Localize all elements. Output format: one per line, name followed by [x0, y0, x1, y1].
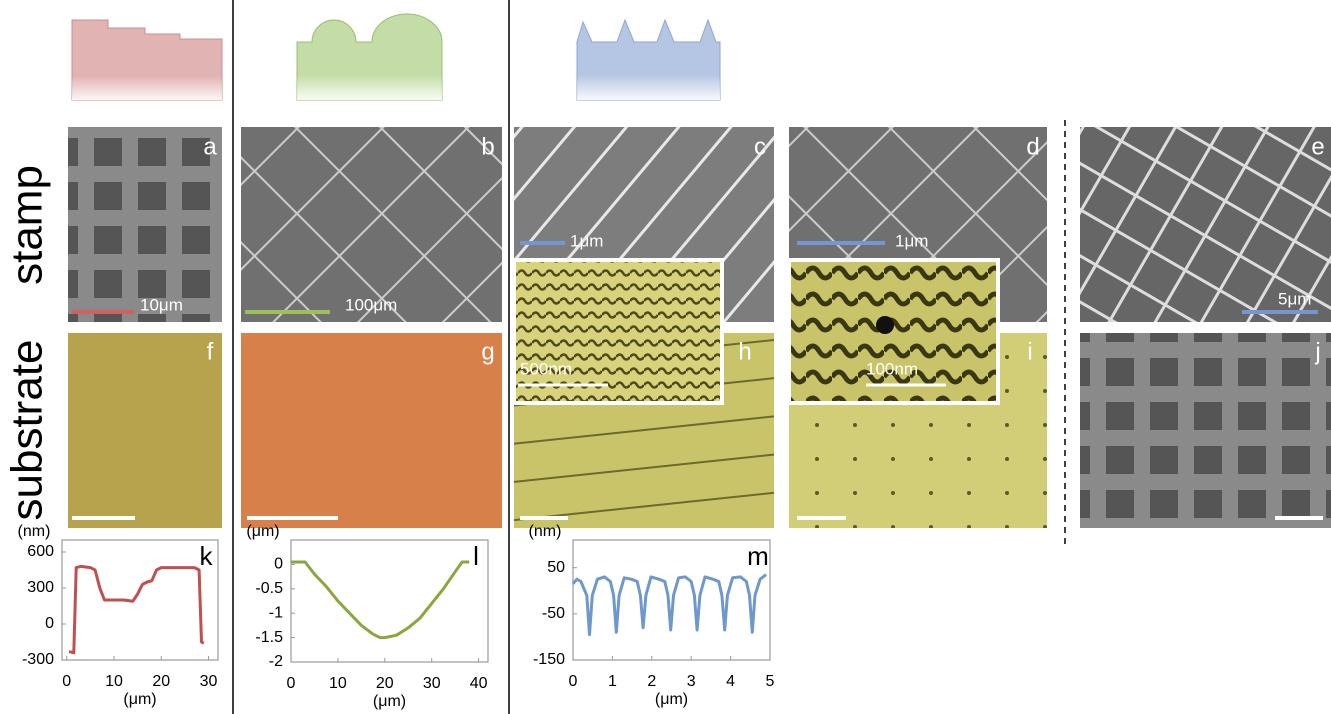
x-tick-label: 30 [423, 675, 441, 692]
row-label: substrate [3, 340, 52, 521]
inset [514, 260, 722, 403]
x-tick-label: 20 [376, 675, 394, 692]
x-tick-label: 5 [766, 673, 775, 690]
schematic-steps [72, 20, 222, 100]
scale-label: 1μm [895, 231, 928, 250]
defect [876, 316, 894, 334]
y-tick-label: -150 [533, 651, 565, 668]
schematic-lenses [297, 14, 442, 100]
x-tick-label: 10 [105, 673, 123, 690]
scale-label: 10μm [140, 295, 183, 314]
x-axis-label: (μm) [655, 691, 688, 708]
panel-letter: l [473, 541, 479, 571]
plot-frame [62, 540, 218, 660]
y-tick-label: -2 [269, 653, 283, 670]
scale-label: 5μm [1278, 289, 1311, 308]
schematic-ridges [577, 15, 720, 100]
scale-label: 1μm [570, 231, 603, 250]
x-tick-label: 3 [687, 673, 696, 690]
y-tick-label: 600 [27, 543, 54, 560]
y-axis-label: (nm) [529, 523, 562, 540]
panel-letter: i [1027, 338, 1032, 365]
row-label: stamp [3, 165, 52, 285]
x-axis-label: (μm) [123, 691, 156, 708]
y-axis-label: (nm) [18, 523, 51, 540]
panel-letter: h [738, 338, 751, 365]
panel-letter: f [207, 338, 214, 365]
figure: stamp substrate 10μm 100μm 1μm 1μm 5μm 500nm 1… [0, 0, 1331, 714]
scale-label: 500nm [520, 359, 572, 378]
y-tick-label: -300 [22, 651, 54, 668]
x-tick-label: 10 [329, 675, 347, 692]
x-tick-label: 0 [287, 675, 296, 692]
data-line [573, 575, 766, 635]
inset [789, 260, 998, 403]
data-line [69, 566, 204, 652]
y-tick-label: -1 [269, 604, 283, 621]
plot-frame [573, 540, 770, 660]
panel-letter: k [200, 541, 214, 571]
x-axis-label: (μm) [373, 693, 406, 710]
x-tick-label: 4 [726, 673, 735, 690]
x-tick-label: 0 [62, 673, 71, 690]
panel-letter: m [747, 541, 769, 571]
y-tick-label: -1.5 [255, 629, 283, 646]
y-axis-label: (μm) [246, 523, 279, 540]
x-tick-label: 0 [569, 673, 578, 690]
y-tick-label: 0 [45, 615, 54, 632]
micrograph [68, 333, 222, 528]
y-tick-label: -0.5 [255, 580, 283, 597]
scale-label: 100μm [345, 295, 397, 314]
x-tick-label: 40 [470, 675, 488, 692]
y-tick-label: -50 [542, 605, 565, 622]
panel-letter: g [481, 338, 494, 365]
data-line [291, 562, 469, 638]
x-tick-label: 20 [152, 673, 170, 690]
panel-letter: e [1311, 133, 1324, 160]
x-tick-label: 1 [608, 673, 617, 690]
panel-letter: a [203, 133, 217, 160]
y-tick-label: 0 [274, 556, 283, 573]
micrograph [241, 127, 502, 322]
panel-letter: b [481, 133, 494, 160]
panel-letter: d [1026, 133, 1039, 160]
panel-letter: c [754, 133, 766, 160]
micrograph [1080, 333, 1331, 528]
y-tick-label: 50 [547, 559, 565, 576]
x-tick-label: 2 [647, 673, 656, 690]
micrograph [241, 333, 502, 528]
panel-letter: j [1314, 338, 1320, 365]
micrograph [68, 127, 222, 322]
plot-frame [291, 540, 488, 662]
y-tick-label: 300 [27, 579, 54, 596]
x-tick-label: 30 [200, 673, 218, 690]
scale-label: 100nm [866, 359, 918, 378]
